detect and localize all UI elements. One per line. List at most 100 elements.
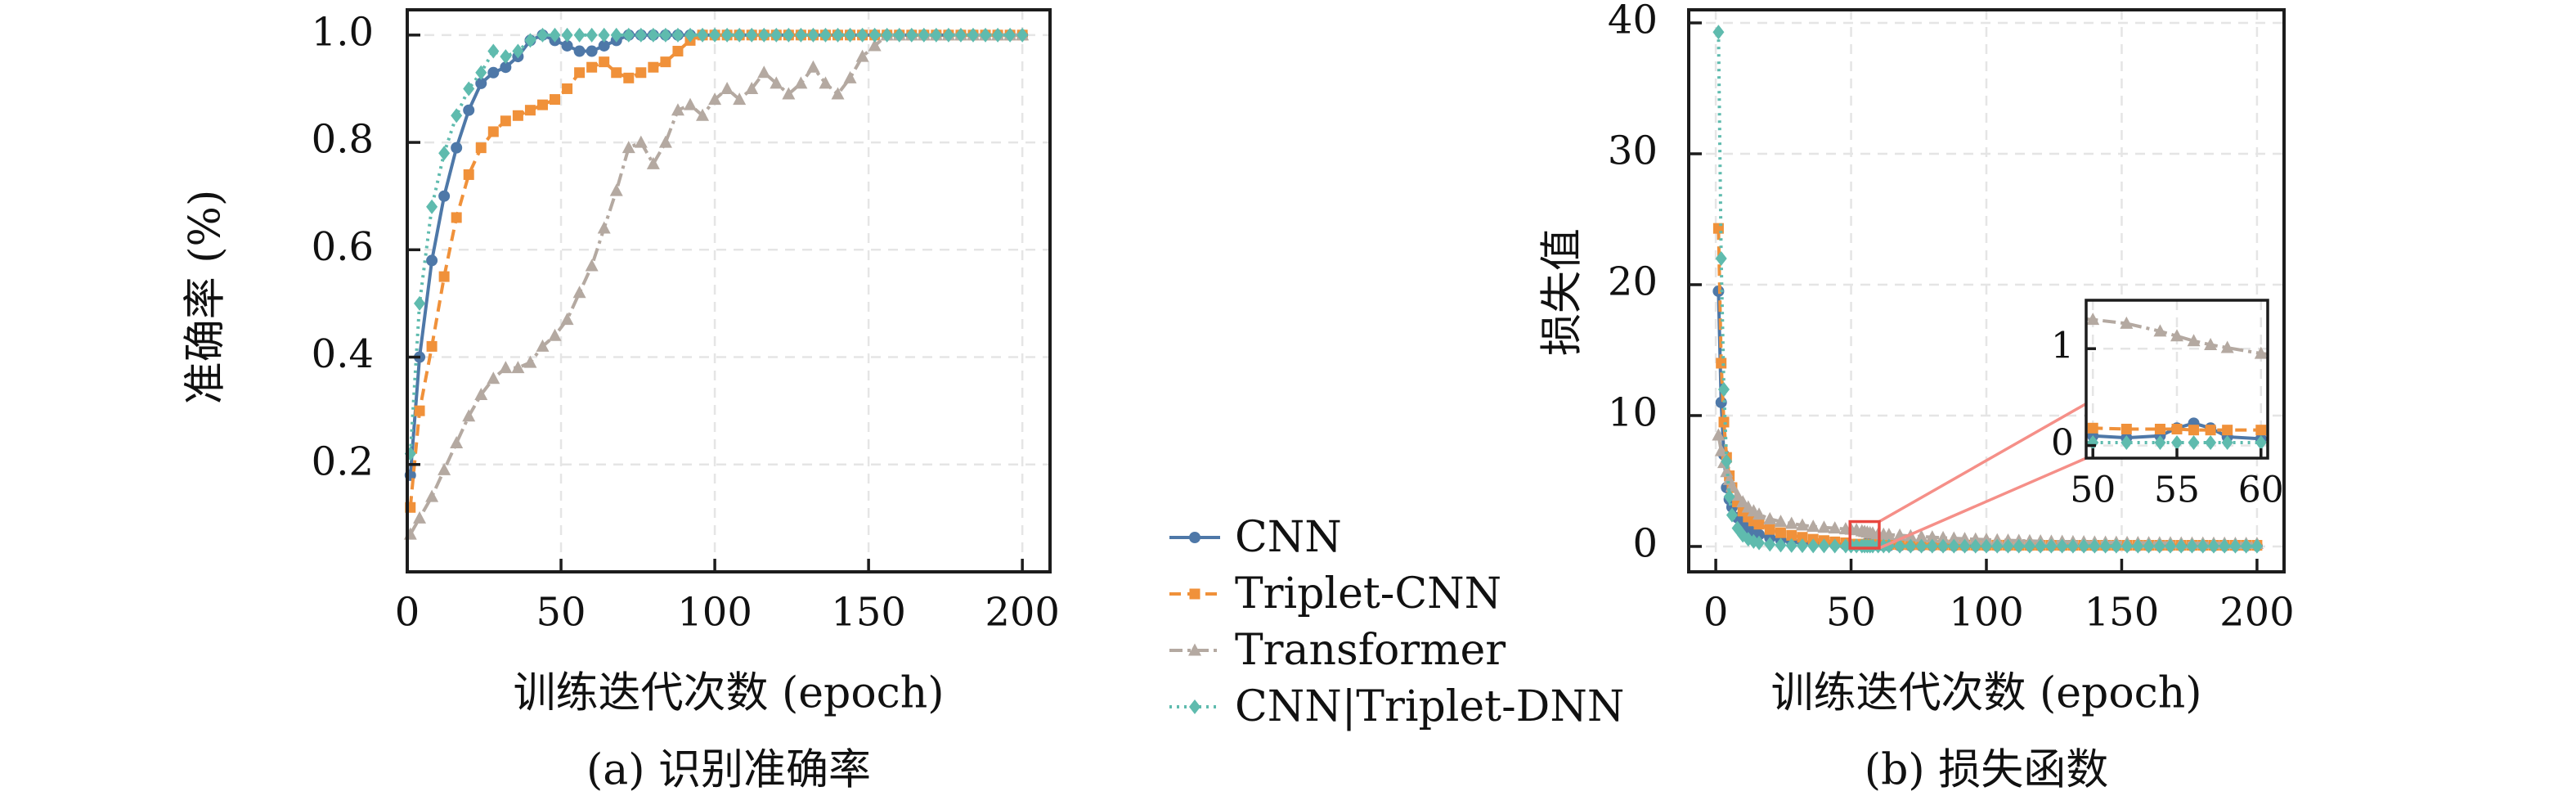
legend-label-triplet-cnn: Triplet-CNN bbox=[1235, 569, 1502, 618]
data-point-marker bbox=[1806, 519, 1820, 533]
y-tick-label: 10 bbox=[1608, 389, 1658, 435]
data-point-marker bbox=[1718, 416, 1730, 428]
x-tick-label: 100 bbox=[1949, 590, 2024, 636]
data-point-marker bbox=[2153, 538, 2165, 554]
data-point-marker bbox=[610, 27, 622, 43]
data-point-marker bbox=[475, 142, 487, 154]
y-tick-label: 1 bbox=[2051, 326, 2074, 367]
data-point-marker bbox=[438, 190, 451, 202]
data-point-marker bbox=[597, 221, 611, 234]
data-point-marker bbox=[562, 83, 573, 94]
data-point-marker bbox=[1004, 27, 1016, 43]
data-point-marker bbox=[2120, 435, 2133, 451]
data-point-marker bbox=[2086, 313, 2100, 326]
legend-item-cnn: CNN bbox=[1168, 509, 1626, 565]
data-point-marker bbox=[1712, 25, 1725, 40]
axes-frame bbox=[406, 8, 1052, 573]
data-point-marker bbox=[1829, 538, 1841, 554]
data-point-marker bbox=[831, 87, 845, 100]
data-point-marker bbox=[524, 33, 536, 48]
data-point-marker bbox=[1926, 538, 1938, 554]
series-line-cnn-triplet-dnn bbox=[2086, 441, 2268, 445]
data-point-marker bbox=[697, 27, 709, 43]
data-point-marker bbox=[658, 135, 672, 148]
data-point-marker bbox=[2207, 538, 2219, 554]
data-point-marker bbox=[881, 27, 893, 43]
data-point-marker bbox=[2240, 538, 2252, 554]
data-point-marker bbox=[549, 27, 561, 43]
data-point-marker bbox=[660, 56, 671, 68]
data-point-marker bbox=[1784, 516, 1798, 529]
data-point-marker bbox=[561, 39, 573, 52]
data-point-marker bbox=[487, 126, 499, 137]
data-point-marker bbox=[536, 339, 550, 352]
y-tick-label: 0.2 bbox=[312, 438, 374, 484]
data-point-marker bbox=[2067, 538, 2079, 554]
series-line-triplet-cnn bbox=[408, 33, 1023, 508]
data-point-marker bbox=[1981, 538, 1992, 554]
series-markers-cnn-triplet-dnn bbox=[404, 27, 1029, 461]
data-point-marker bbox=[1797, 532, 1808, 543]
data-point-marker bbox=[2120, 316, 2134, 329]
data-point-marker bbox=[499, 361, 513, 374]
x-tick-label: 50 bbox=[1826, 590, 1876, 636]
data-point-marker bbox=[1712, 428, 1726, 441]
data-point-marker bbox=[609, 183, 623, 196]
data-point-marker bbox=[1828, 521, 1842, 534]
data-point-marker bbox=[930, 27, 942, 43]
data-point-marker bbox=[451, 142, 463, 154]
data-point-marker bbox=[1959, 538, 1971, 554]
data-point-marker bbox=[586, 45, 598, 57]
data-point-marker bbox=[1882, 528, 1896, 541]
x-tick-label: 50 bbox=[2070, 470, 2116, 511]
data-point-marker bbox=[2205, 435, 2217, 451]
series-markers-cnn-triplet-dnn bbox=[1712, 25, 2263, 554]
data-point-marker bbox=[586, 61, 598, 73]
data-point-marker bbox=[1947, 531, 1961, 544]
data-point-marker bbox=[1905, 538, 1917, 554]
data-point-marker bbox=[770, 76, 783, 89]
data-point-marker bbox=[2132, 538, 2144, 554]
data-point-marker bbox=[487, 43, 500, 59]
data-point-marker bbox=[425, 489, 439, 502]
loss-chart: 0 50 100 150 200 0 10 20 30 40 50 55 60 0 1 bbox=[1608, 0, 2295, 636]
data-point-marker bbox=[1718, 381, 1730, 397]
data-point-marker bbox=[622, 141, 635, 154]
data-point-marker bbox=[1786, 529, 1797, 541]
data-point-marker bbox=[720, 81, 734, 94]
data-point-marker bbox=[2143, 538, 2155, 554]
data-point-marker bbox=[512, 43, 524, 59]
data-point-marker bbox=[2222, 425, 2233, 436]
series-markers-transformer bbox=[2086, 313, 2268, 359]
data-point-marker bbox=[550, 94, 561, 106]
y-tick-label: 0 bbox=[2051, 422, 2074, 464]
accuracy-x-axis-label: 训练迭代次数 (epoch) bbox=[513, 668, 945, 718]
data-point-marker bbox=[709, 27, 721, 43]
data-point-marker bbox=[1736, 495, 1750, 508]
legend-item-triplet-cnn: Triplet-CNN bbox=[1168, 565, 1626, 622]
data-point-marker bbox=[1991, 538, 2004, 554]
data-point-marker bbox=[463, 104, 475, 116]
data-point-marker bbox=[2121, 538, 2134, 554]
data-point-marker bbox=[475, 65, 487, 80]
data-point-marker bbox=[1925, 530, 1939, 543]
data-point-marker bbox=[1763, 511, 1777, 524]
data-point-marker bbox=[2170, 329, 2183, 342]
data-point-marker bbox=[684, 27, 696, 43]
legend-label-transformer: Transformer bbox=[1235, 625, 1506, 675]
legend-swatch-cnn-icon bbox=[1169, 531, 1220, 543]
data-point-marker bbox=[2186, 538, 2198, 554]
data-point-marker bbox=[2023, 538, 2035, 554]
data-point-marker bbox=[806, 60, 820, 73]
x-tick-label: 0 bbox=[1703, 590, 1729, 636]
data-point-marker bbox=[1817, 520, 1831, 533]
x-tick-label: 100 bbox=[677, 590, 752, 636]
data-point-marker bbox=[1188, 643, 1201, 655]
data-point-marker bbox=[1936, 530, 1950, 543]
data-point-marker bbox=[1937, 538, 1950, 554]
data-point-marker bbox=[2013, 538, 2025, 554]
data-point-marker bbox=[918, 27, 930, 43]
data-point-marker bbox=[844, 27, 856, 43]
